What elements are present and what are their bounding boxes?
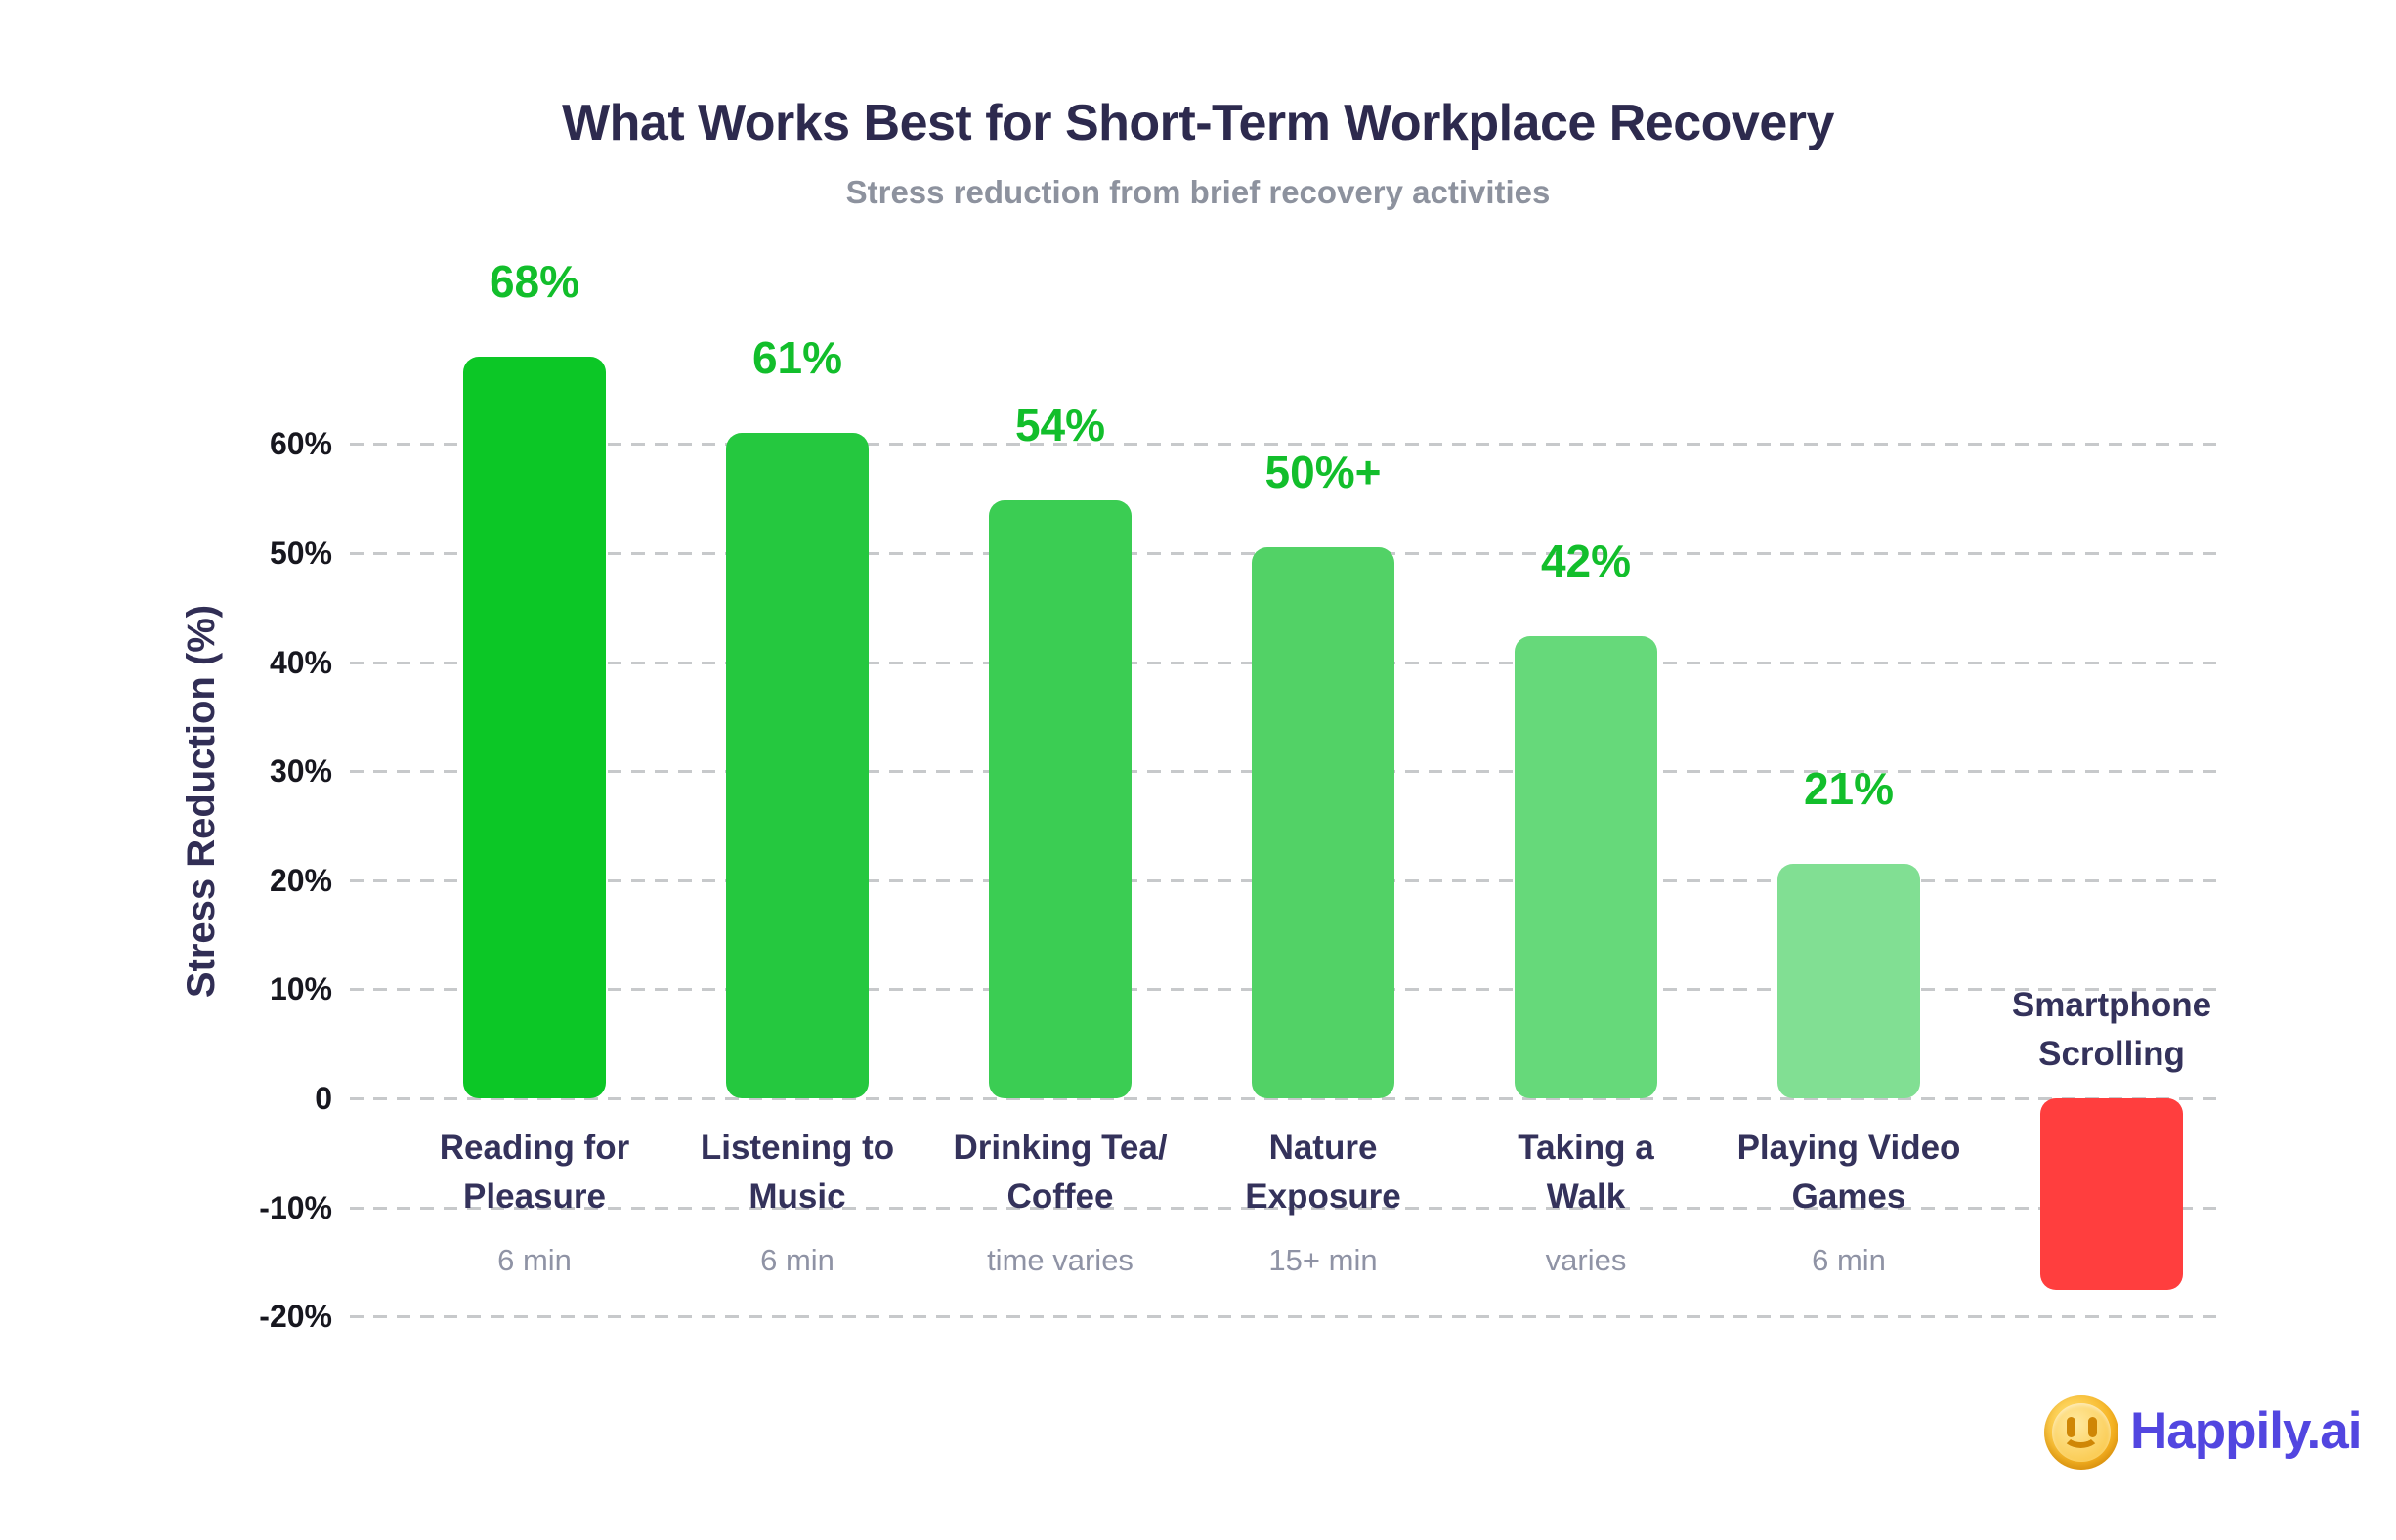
y-tick-50: 50% [269, 535, 332, 571]
bar-drinking-tea-coffee [989, 500, 1132, 1098]
category-label-line: Walk [1546, 1177, 1626, 1216]
category-label-nature-exposure: Nature Exposure [1157, 1124, 1489, 1221]
duration-label-taking-a-walk: varies [1545, 1243, 1627, 1277]
y-tick--10: -10% [259, 1189, 332, 1225]
y-tick-0: 0 [315, 1081, 332, 1116]
gridline--20 [350, 1315, 2216, 1319]
category-label-line: Listening to [700, 1129, 895, 1167]
gridline-0 [350, 1097, 2216, 1100]
bar-taking-a-walk [1515, 635, 1657, 1098]
brand-name: Happily.ai [2130, 1402, 2362, 1460]
value-label-reading-for-pleasure: 68% [489, 256, 580, 308]
duration-label-listening-to-music: 6 min [760, 1243, 834, 1277]
category-label-line: Taking a [1518, 1129, 1654, 1167]
category-label-smartphone-scrolling: Smartphone Scrolling [1946, 981, 2278, 1079]
y-tick-20: 20% [269, 862, 332, 898]
category-label-line: Exposure [1245, 1177, 1401, 1216]
duration-label-nature-exposure: 15+ min [1268, 1243, 1378, 1277]
value-label-nature-exposure: 50%+ [1264, 447, 1382, 498]
bar-smartphone-scrolling [2040, 1098, 2183, 1291]
brand-logo: Happily.ai [2044, 1395, 2362, 1474]
value-label-listening-to-music: 61% [751, 332, 843, 384]
value-label-playing-video-games: 21% [1803, 763, 1895, 815]
category-label-line: Music [749, 1177, 846, 1216]
category-label-line: Pleasure [463, 1177, 606, 1216]
gridline-60 [350, 443, 2216, 447]
category-label-line: Coffee [1006, 1177, 1114, 1216]
y-tick--20: -20% [259, 1299, 332, 1335]
category-label-line: Nature [1268, 1129, 1378, 1167]
gridline--10 [350, 1206, 2216, 1210]
category-label-line: Smartphone [2011, 986, 2212, 1024]
duration-label-drinking-tea-coffee: time varies [987, 1243, 1134, 1277]
duration-label-playing-video-games: 6 min [1812, 1243, 1886, 1277]
y-tick-60: 60% [269, 426, 332, 462]
category-label-line: Drinking Tea/ [953, 1129, 1168, 1167]
category-label-listening-to-music: Listening to Music [631, 1124, 963, 1221]
category-label-line: Scrolling [2038, 1035, 2185, 1073]
smiley-mouth-icon [2062, 1421, 2100, 1448]
category-label-playing-video-games: Playing Video Games [1683, 1124, 2015, 1221]
y-tick-30: 30% [269, 753, 332, 790]
bar-reading-for-pleasure [463, 357, 606, 1098]
y-tick-10: 10% [269, 971, 332, 1007]
category-label-line: Reading for [439, 1129, 630, 1167]
bar-playing-video-games [1777, 864, 1920, 1098]
smiley-coin-icon [2044, 1395, 2118, 1470]
category-label-drinking-tea-coffee: Drinking Tea/Coffee [894, 1124, 1226, 1221]
bar-nature-exposure [1252, 547, 1394, 1098]
value-label-drinking-tea-coffee: 54% [1014, 400, 1106, 451]
bar-listening-to-music [726, 433, 869, 1098]
category-label-taking-a-walk: Taking a Walk [1420, 1124, 1752, 1221]
value-label-taking-a-walk: 42% [1540, 535, 1632, 586]
chart-title: What Works Best for Short-Term Workplace… [562, 95, 1834, 151]
category-label-reading-for-pleasure: Reading for Pleasure [368, 1124, 701, 1221]
duration-label-reading-for-pleasure: 6 min [497, 1243, 572, 1277]
chart-subtitle: Stress reduction from brief recovery act… [845, 174, 1551, 210]
y-tick-40: 40% [269, 644, 332, 680]
category-label-line: Playing Video [1736, 1129, 1961, 1167]
category-label-line: Games [1791, 1177, 1906, 1216]
